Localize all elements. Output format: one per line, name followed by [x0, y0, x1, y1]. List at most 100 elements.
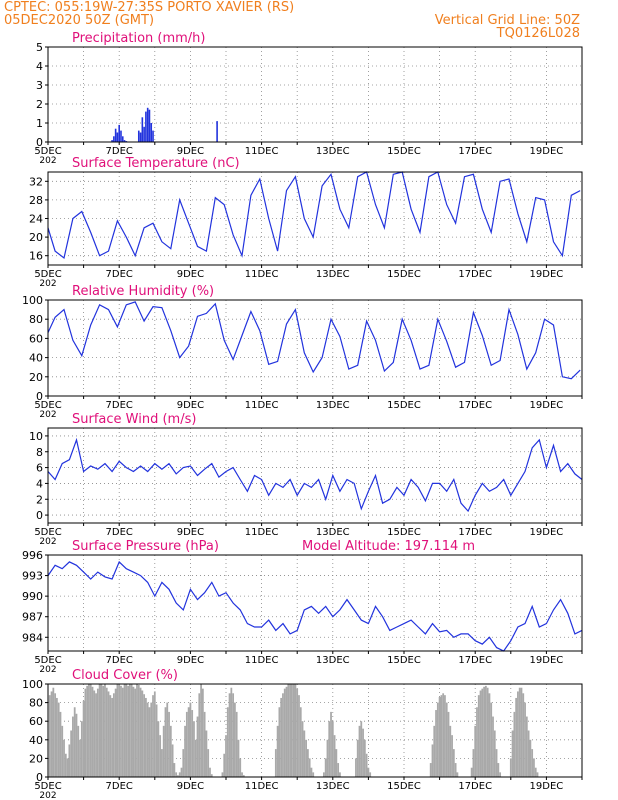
- y-tick-label: 16: [29, 250, 43, 263]
- bar: [452, 749, 455, 777]
- bar: [150, 702, 153, 777]
- x-tick-label: 15DEC: [387, 269, 421, 280]
- y-tick-label: 20: [29, 752, 43, 765]
- panel-5: 0 20 40 60 80 100 5DEC 7DEC 9DEC 11DEC 13DEC 15DEC 1…: [22, 668, 583, 800]
- bar: [509, 758, 512, 777]
- bar: [486, 687, 489, 777]
- bar: [234, 702, 236, 777]
- series-line: [47, 437, 583, 513]
- x-tick-label: 9DEC: [177, 527, 204, 538]
- x-tick-label: 11DEC: [245, 527, 279, 538]
- y-tick-label: 0: [36, 390, 43, 403]
- bar: [196, 716, 199, 777]
- x-tick-label: 11DEC: [245, 146, 279, 157]
- bar: [308, 758, 311, 777]
- bar: [105, 687, 108, 777]
- chart-header: CPTEC: 055:19W-27:35S PORTO XAVIER (RS) …: [0, 0, 618, 48]
- bar: [194, 739, 197, 777]
- y-tick-label: 60: [29, 332, 43, 345]
- y-tick-label: 80: [29, 313, 43, 326]
- x-tick-label: 15DEC: [387, 527, 421, 538]
- panel-1: 16 20 24 28 32 5DEC 7DEC 9DEC 11DEC 13DEC 15DEC 17D…: [29, 156, 583, 289]
- bar: [162, 725, 165, 777]
- panel-2: 0 20 40 60 80 100 5DEC 7DEC 9DEC 11DEC 13DEC 15DEC 1…: [22, 284, 583, 420]
- bar: [492, 716, 494, 777]
- panel-title: Surface Wind (m/s): [72, 412, 196, 427]
- bar: [456, 772, 459, 777]
- x-tick-label: 5DEC: [34, 400, 61, 411]
- bar: [328, 721, 331, 777]
- bar: [305, 739, 307, 777]
- bar: [145, 111, 147, 142]
- year-label: 202: [39, 537, 56, 547]
- bar: [495, 749, 498, 777]
- y-tick-label: 3: [36, 79, 43, 92]
- year-label: 202: [39, 665, 56, 675]
- bar: [54, 693, 57, 777]
- y-tick-label: 5: [36, 41, 43, 54]
- bar: [139, 687, 142, 777]
- bar: [444, 695, 446, 777]
- bar: [116, 132, 119, 142]
- x-tick-label: 13DEC: [316, 400, 350, 411]
- x-tick-label: 19DEC: [530, 146, 564, 157]
- bar: [152, 130, 154, 142]
- bar: [209, 767, 211, 777]
- bar: [454, 763, 457, 777]
- bar: [237, 739, 240, 777]
- bar: [289, 684, 291, 777]
- grid-line-note: Vertical Grid Line: 50Z: [434, 13, 580, 28]
- bar: [299, 707, 302, 777]
- bar: [93, 690, 96, 777]
- bar: [280, 697, 283, 777]
- x-tick-label: 19DEC: [530, 781, 564, 792]
- bar: [283, 688, 286, 777]
- bar: [109, 695, 112, 777]
- bar: [82, 700, 85, 777]
- bar: [200, 684, 202, 777]
- bar: [121, 136, 124, 142]
- bar: [303, 730, 306, 777]
- bar: [70, 730, 73, 777]
- bar: [431, 744, 434, 777]
- bar: [515, 697, 518, 777]
- bar: [187, 707, 190, 777]
- bar: [497, 763, 500, 777]
- x-tick-label: 7DEC: [106, 527, 133, 538]
- series-line: [47, 560, 583, 652]
- bar: [226, 707, 229, 777]
- bar: [80, 721, 83, 777]
- y-tick-label: 0: [36, 771, 43, 784]
- bar: [474, 725, 477, 777]
- bar: [180, 767, 183, 777]
- bar: [312, 772, 315, 777]
- bar: [79, 739, 81, 777]
- bar: [148, 109, 151, 142]
- bar: [362, 728, 364, 777]
- bar: [207, 749, 210, 777]
- bar: [440, 695, 443, 777]
- bar: [203, 711, 206, 777]
- x-tick-label: 17DEC: [458, 400, 492, 411]
- series-line: [47, 171, 581, 260]
- bar: [84, 688, 87, 777]
- bar: [198, 693, 201, 777]
- panel-title: Surface Pressure (hPa): [72, 539, 219, 554]
- y-tick-label: 4: [36, 477, 43, 490]
- bar: [123, 684, 126, 777]
- bar: [169, 725, 172, 777]
- bar: [95, 693, 97, 777]
- y-tick-label: 20: [29, 371, 43, 384]
- bar: [173, 763, 176, 777]
- panel-4: 984 987 990 993 996 5DEC 7DEC 9DEC 11DEC 13DEC 15D…: [22, 539, 583, 675]
- y-tick-label: 6: [36, 462, 43, 475]
- y-tick-label: 996: [22, 549, 43, 562]
- bar: [230, 687, 233, 777]
- bar: [356, 739, 359, 777]
- bar: [449, 725, 452, 777]
- x-tick-label: 15DEC: [387, 146, 421, 157]
- bar: [50, 691, 53, 777]
- bar: [228, 693, 231, 777]
- bar: [363, 739, 366, 777]
- y-tick-label: 8: [36, 446, 43, 459]
